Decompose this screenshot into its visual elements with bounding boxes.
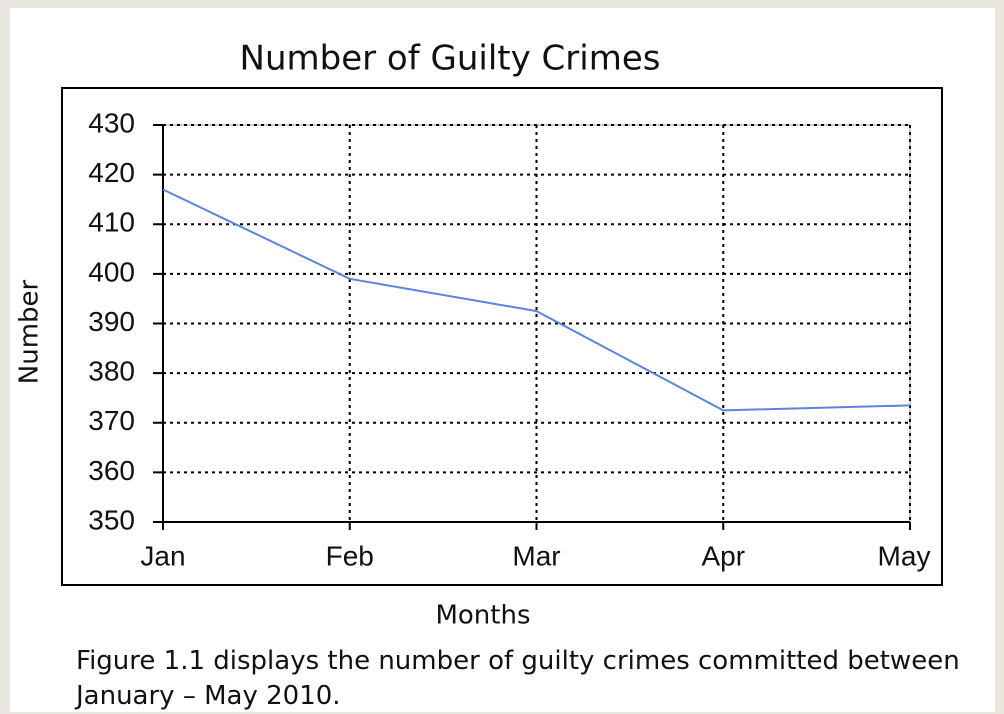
y-tick-label: 430: [88, 107, 135, 138]
y-tick-label: 370: [88, 405, 135, 436]
x-tick-label: Feb: [326, 540, 374, 571]
x-tick-label: Apr: [701, 540, 745, 571]
y-tick-label: 350: [88, 504, 135, 535]
y-tick-label: 390: [88, 306, 135, 337]
x-axis-label: Months: [435, 601, 530, 631]
chart-title: Number of Guilty Crimes: [240, 39, 661, 79]
y-tick-label: 400: [88, 256, 135, 287]
chart-frame: [61, 87, 943, 586]
y-tick-label: 420: [88, 157, 135, 188]
data-line: [162, 188, 911, 412]
y-tick-label: 360: [88, 455, 135, 486]
x-tick-label: Jan: [140, 540, 185, 571]
y-tick-label: 380: [88, 356, 135, 387]
caption: Figure 1.1 displays the number of guilty…: [76, 646, 960, 711]
y-axis-label: Number: [15, 279, 45, 384]
x-tick-label: Mar: [512, 540, 560, 571]
y-tick-label: 410: [88, 207, 135, 238]
x-tick-label: May: [878, 540, 931, 571]
